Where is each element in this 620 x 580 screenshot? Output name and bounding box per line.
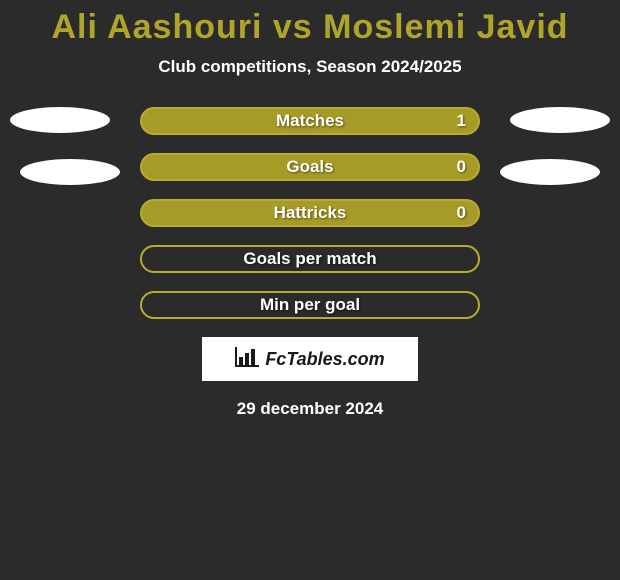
- stat-bar: Goals 0: [140, 153, 480, 181]
- player-placeholder-ellipse: [510, 107, 610, 133]
- stat-label: Hattricks: [274, 203, 347, 223]
- bars-layer: Matches 1 Goals 0 Hattricks 0 Goals per match M…: [0, 107, 620, 319]
- stat-bar: Hattricks 0: [140, 199, 480, 227]
- stat-label: Min per goal: [260, 295, 360, 315]
- player-placeholder-ellipse: [20, 159, 120, 185]
- stat-value: 0: [457, 203, 466, 223]
- stat-label: Matches: [276, 111, 344, 131]
- stat-label: Goals: [286, 157, 333, 177]
- stat-bar: Goals per match: [140, 245, 480, 273]
- stat-label: Goals per match: [243, 249, 376, 269]
- player-placeholder-ellipse: [10, 107, 110, 133]
- comparison-infographic: Ali Aashouri vs Moslemi Javid Club compe…: [0, 0, 620, 580]
- fctables-logo: FcTables.com: [202, 337, 418, 381]
- stat-bar: Matches 1: [140, 107, 480, 135]
- date-label: 29 december 2024: [0, 399, 620, 419]
- player-placeholder-ellipse: [500, 159, 600, 185]
- stat-value: 1: [457, 111, 466, 131]
- subtitle: Club competitions, Season 2024/2025: [0, 57, 620, 77]
- stat-value: 0: [457, 157, 466, 177]
- stats-area: Matches 1 Goals 0 Hattricks 0 Goals per match M…: [0, 107, 620, 319]
- page-title: Ali Aashouri vs Moslemi Javid: [0, 0, 620, 47]
- bar-chart-icon: [235, 347, 259, 372]
- logo-text: FcTables.com: [265, 349, 384, 370]
- stat-bar: Min per goal: [140, 291, 480, 319]
